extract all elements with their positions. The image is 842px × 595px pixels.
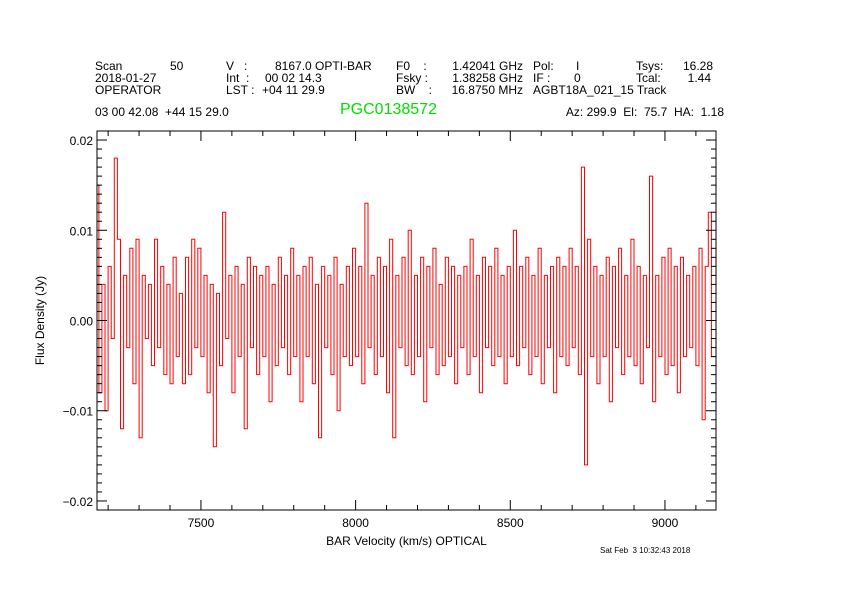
pol-label: Pol:	[533, 59, 554, 73]
x-tick-label: 8000	[342, 516, 369, 530]
source-coordinates: 03 00 42.08 +44 15 29.0	[95, 105, 229, 119]
lst-label: LST :	[226, 83, 255, 97]
scan-value: 50	[170, 59, 184, 73]
x-tick-label: 7500	[188, 516, 215, 530]
y-tick-label: 0.01	[70, 224, 94, 238]
y-tick-label: −0.01	[63, 405, 94, 419]
v-label: V :	[226, 59, 248, 73]
plot-timestamp: Sat Feb 3 10:32:43 2018	[600, 546, 691, 555]
lst-value: +04 11 29.9	[262, 83, 325, 97]
tcal-label: Tcal:	[636, 71, 661, 85]
v-value: 8167.0 OPTI-BAR	[275, 59, 372, 73]
y-tick-label: −0.02	[63, 495, 94, 509]
spectrum-line	[97, 157, 715, 466]
f0-label: F0 :	[396, 59, 427, 73]
y-axis-label: Flux Density (Jy)	[33, 276, 47, 365]
fsky-value: 1.38258 GHz	[452, 71, 523, 85]
scan-label: Scan	[95, 59, 123, 73]
x-tick-label: 9000	[652, 516, 679, 530]
project-id: AGBT18A_021_15 Track	[533, 83, 667, 97]
int-value: 00 02 14.3	[265, 71, 322, 85]
fsky-label: Fsky :	[396, 71, 428, 85]
observer: OPERATOR	[95, 83, 162, 97]
tsys-value: 16.28	[682, 59, 713, 73]
if-label: IF :	[533, 71, 551, 85]
source-name: PGC0138572	[340, 101, 437, 118]
int-label: Int :	[226, 71, 250, 85]
x-axis-label: BAR Velocity (km/s) OPTICAL	[326, 534, 487, 548]
x-tick-label: 8500	[497, 516, 524, 530]
bw-label: BW :	[396, 83, 432, 97]
y-tick-label: 0.00	[70, 315, 94, 329]
az-el-ha: Az: 299.9 El: 75.7 HA: 1.18	[565, 105, 724, 119]
tsys-label: Tsys:	[636, 59, 664, 73]
bw-value: 16.8750 MHz	[451, 83, 523, 97]
y-tick-label: 0.02	[70, 134, 94, 148]
tcal-value: 1.44	[687, 71, 711, 85]
f0-value: 1.42041 GHz	[452, 59, 523, 73]
if-value: 0	[574, 71, 581, 85]
pol-value: I	[576, 59, 580, 73]
obs-date: 2018-01-27	[95, 71, 157, 85]
plot-frame	[96, 130, 717, 511]
